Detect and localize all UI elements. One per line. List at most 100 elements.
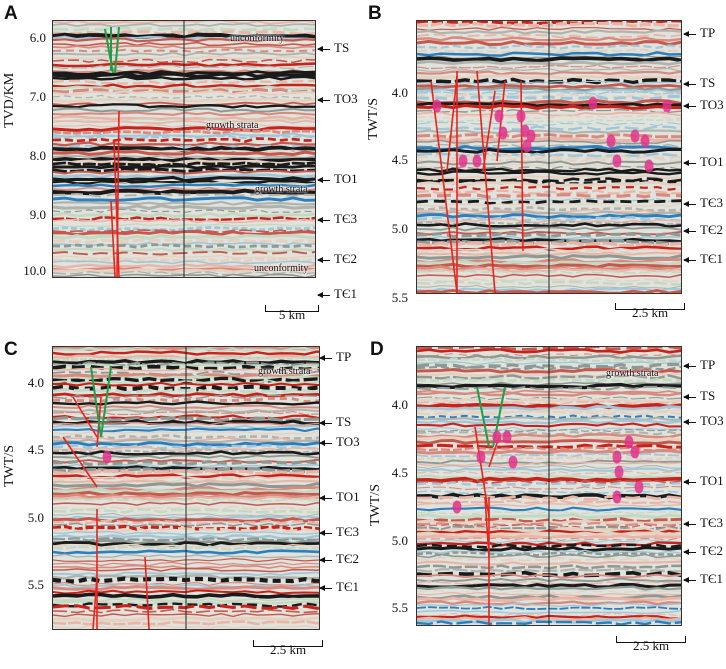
seismic-reflector: [417, 357, 681, 363]
seismic-reflector: [417, 218, 681, 224]
horizon-label: TO3: [683, 414, 724, 427]
seismic-reflector: [417, 289, 681, 293]
seismic-reflector: [417, 602, 681, 608]
seismic-section-c: [52, 346, 320, 630]
seismic-reflector: [417, 567, 681, 573]
horizon-label: TЄ3: [317, 212, 357, 225]
seismic-reflector: [53, 490, 319, 497]
seismic-image: [53, 21, 315, 277]
seismic-reflector: [417, 605, 681, 611]
seismic-reflector: [417, 495, 681, 501]
arrow-icon: [683, 576, 696, 583]
seismic-reflector: [417, 210, 681, 216]
shallow-fault-line: [90, 366, 102, 438]
seismic-reflector: [417, 99, 681, 106]
seismic-reflector: [53, 124, 315, 128]
seismic-reflector: [417, 531, 681, 537]
anomaly-body: [526, 129, 536, 143]
anomaly-body: [612, 490, 622, 504]
seismic-reflector: [53, 169, 315, 175]
seismic-reflector: [417, 382, 681, 390]
fault-line: [62, 436, 98, 488]
seismic-reflector: [53, 51, 315, 57]
anomaly-body: [662, 99, 672, 113]
seismic-reflector: [417, 222, 681, 228]
fault-line: [474, 426, 490, 518]
anomaly-body: [640, 134, 650, 148]
arrow-icon: [683, 362, 696, 369]
y-tick: 6.0: [29, 30, 46, 45]
arrow-icon: [319, 529, 332, 536]
arrow-icon: [683, 30, 696, 37]
seismic-reflector: [417, 267, 681, 273]
seismic-reflector: [417, 521, 681, 527]
y-tick: 10.0: [23, 263, 46, 278]
seismic-reflector: [417, 485, 681, 490]
arrow-icon: [317, 176, 330, 183]
seismic-reflector: [417, 374, 681, 380]
seismic-reflector: [53, 156, 315, 164]
seismic-reflector: [417, 534, 681, 540]
y-tick: 5.0: [391, 221, 408, 236]
seismic-reflector: [53, 181, 315, 187]
anomaly-body: [494, 109, 504, 123]
y-tick: 4.0: [27, 375, 44, 390]
seismic-reflector: [417, 560, 681, 566]
shallow-fault-line: [100, 366, 112, 438]
seismic-reflector: [53, 505, 319, 511]
seismic-reflector: [417, 82, 681, 89]
anomaly-body: [612, 154, 622, 168]
seismic-reflector: [417, 241, 681, 248]
shallow-fault-line: [476, 386, 490, 448]
seismic-reflector: [53, 384, 319, 392]
seismic-reflector: [53, 482, 319, 489]
seismic-reflector: [53, 175, 315, 183]
seismic-reflector: [53, 589, 319, 595]
seismic-reflector: [53, 111, 315, 117]
seismic-reflector: [53, 543, 319, 549]
seismic-reflector: [417, 185, 681, 191]
seismic-reflector: [53, 488, 319, 495]
horizon-label: TO3: [319, 435, 360, 448]
seismic-image: [53, 347, 319, 629]
arrow-icon: [317, 45, 330, 52]
seismic-reflector: [53, 561, 319, 567]
seismic-reflector: [53, 243, 315, 249]
seismic-reflector: [53, 55, 315, 61]
arrow-icon: [683, 256, 696, 263]
seismic-reflector: [417, 262, 681, 269]
seismic-reflector: [53, 64, 315, 70]
seismic-reflector: [417, 452, 681, 458]
seismic-reflector: [417, 284, 681, 290]
seismic-reflector: [417, 21, 681, 28]
arrow-icon: [683, 393, 696, 400]
anomaly-body: [476, 450, 486, 464]
seismic-reflector: [417, 348, 681, 354]
anomaly-body: [516, 109, 526, 123]
seismic-reflector: [53, 238, 315, 244]
annotation-growth-strata: growth strata: [206, 120, 259, 131]
seismic-reflector: [53, 37, 315, 43]
seismic-reflector: [53, 119, 315, 125]
seismic-reflector: [417, 372, 681, 378]
seismic-reflector: [417, 125, 681, 131]
seismic-reflector: [417, 265, 681, 271]
seismic-reflector: [417, 254, 681, 261]
seismic-reflector: [417, 577, 681, 583]
seismic-reflector: [417, 199, 681, 205]
seismic-reflector: [53, 223, 315, 228]
seismic-reflector: [53, 186, 315, 192]
seismic-reflector: [53, 85, 315, 91]
seismic-reflector: [417, 180, 681, 188]
seismic-reflector: [53, 387, 319, 395]
seismic-reflector: [417, 443, 681, 450]
seismic-reflector: [53, 263, 315, 269]
seismic-reflector: [417, 36, 681, 42]
seismic-reflector: [53, 592, 319, 600]
seismic-section-d: [416, 346, 682, 626]
horizon-label: TЄ1: [683, 252, 723, 265]
arrow-icon: [319, 354, 332, 361]
y-axis-title: TWT/S: [366, 98, 381, 140]
seismic-reflector: [53, 167, 315, 173]
seismic-reflector: [417, 609, 681, 615]
